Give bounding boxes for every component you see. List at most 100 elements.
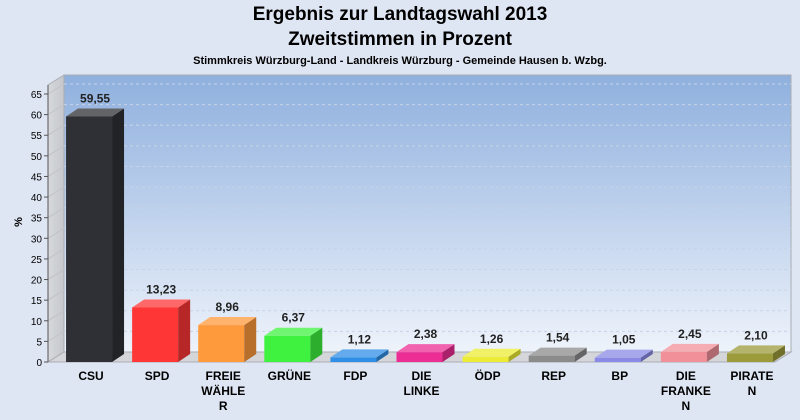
x-tick-label: DIE xyxy=(411,369,431,383)
data-label: 2,45 xyxy=(678,327,702,341)
bar xyxy=(330,349,389,362)
bar-front xyxy=(66,116,113,363)
bar-top xyxy=(594,349,653,358)
chart-subtitle: Zweitstimmen in Prozent xyxy=(288,29,512,50)
bar-top xyxy=(264,327,323,336)
y-tick-label: 50 xyxy=(31,152,43,163)
gridline-side xyxy=(47,248,65,260)
bar-side xyxy=(178,299,191,362)
y-tick-label: 40 xyxy=(31,193,43,204)
x-tick-label: FDP xyxy=(343,369,367,383)
data-label: 6,37 xyxy=(282,311,306,325)
gridline-side xyxy=(47,186,65,198)
bar xyxy=(198,317,257,362)
y-tick-label: 5 xyxy=(36,337,42,348)
y-tick-label: 15 xyxy=(31,296,43,307)
y-tick-label: 25 xyxy=(31,255,43,266)
gridline-side xyxy=(47,310,65,322)
bar-top xyxy=(198,317,257,326)
bar-top xyxy=(660,343,719,352)
bar-front xyxy=(726,353,773,362)
gridline-side xyxy=(47,104,65,116)
bar xyxy=(660,343,719,362)
bar-front xyxy=(330,357,377,362)
x-tick-label: FRANKE xyxy=(661,384,711,398)
bar xyxy=(132,299,191,362)
x-tick-label: R xyxy=(219,399,228,413)
bar-front xyxy=(594,357,641,362)
data-label: 1,12 xyxy=(348,332,372,346)
bar-top xyxy=(396,344,455,353)
x-tick-label: N xyxy=(682,399,691,413)
bar-front xyxy=(396,352,443,362)
x-tick-label: WÄHLE xyxy=(201,383,245,398)
x-tick-label: REP xyxy=(541,369,566,383)
data-label: 13,23 xyxy=(146,282,176,296)
gridline-side xyxy=(47,227,65,239)
y-tick-label: 65 xyxy=(31,90,43,101)
data-label: 1,26 xyxy=(480,332,504,346)
data-label: 8,96 xyxy=(216,300,240,314)
bar-side xyxy=(442,344,455,362)
bar-top xyxy=(132,299,191,308)
bar-side xyxy=(112,108,125,363)
bar xyxy=(594,349,653,362)
bar-top xyxy=(330,349,389,358)
gridline-side xyxy=(47,124,65,136)
y-tick-label: 35 xyxy=(31,214,43,225)
bar-side xyxy=(244,317,257,362)
gridline-side xyxy=(47,83,65,95)
bar xyxy=(396,344,455,362)
data-label: 2,38 xyxy=(414,327,438,341)
gridline-side xyxy=(47,166,65,177)
bar-front xyxy=(264,335,311,362)
bar xyxy=(462,348,521,362)
y-tick-label: 20 xyxy=(31,276,43,287)
gridline-side xyxy=(47,289,65,301)
bar-front xyxy=(462,356,509,362)
gridline-side xyxy=(47,207,65,219)
bar-side xyxy=(508,348,521,362)
gridline-side xyxy=(47,145,65,157)
bar-front xyxy=(528,355,575,362)
x-tick-label: DIE xyxy=(676,369,696,383)
bar-top xyxy=(726,345,785,354)
gridline-side xyxy=(47,330,65,342)
bar-top xyxy=(66,108,125,117)
y-tick-label: 30 xyxy=(31,234,43,245)
x-tick-label: LINKE xyxy=(404,384,440,398)
bar xyxy=(528,347,587,362)
bar-top xyxy=(462,348,521,357)
y-tick-label: 55 xyxy=(31,131,43,142)
chart-caption: Stimmkreis Würzburg-Land - Landkreis Wür… xyxy=(193,55,607,67)
data-label: 1,54 xyxy=(546,331,570,345)
chart-title: Ergebnis zur Landtagswahl 2013 xyxy=(252,4,548,25)
bar-front xyxy=(660,351,707,362)
gridline-side xyxy=(47,269,65,280)
x-tick-label: ÖDP xyxy=(475,368,501,383)
bar-top xyxy=(528,347,587,356)
x-tick-label: GRÜNE xyxy=(268,368,311,383)
y-tick-label: 45 xyxy=(31,172,43,183)
x-tick-label: CSU xyxy=(78,369,103,383)
data-label: 1,05 xyxy=(612,333,636,347)
x-tick-label: BP xyxy=(611,369,628,383)
y-tick-label: 0 xyxy=(36,358,42,369)
bar-side xyxy=(640,349,653,362)
bar-side xyxy=(574,347,587,362)
x-tick-label: PIRATE xyxy=(730,369,773,383)
bar-side xyxy=(376,349,389,362)
bar-front xyxy=(198,325,245,362)
y-tick-label: 10 xyxy=(31,317,43,328)
bar-side xyxy=(706,343,719,362)
y-axis-label: % xyxy=(13,217,25,227)
bar-front xyxy=(132,307,179,362)
x-tick-label: SPD xyxy=(145,369,170,383)
bar-side xyxy=(310,327,323,362)
bar xyxy=(66,108,125,363)
x-tick-label: FREIE xyxy=(206,369,241,383)
bar xyxy=(264,327,323,362)
bar-side xyxy=(772,345,785,362)
y-tick-label: 60 xyxy=(31,111,43,122)
